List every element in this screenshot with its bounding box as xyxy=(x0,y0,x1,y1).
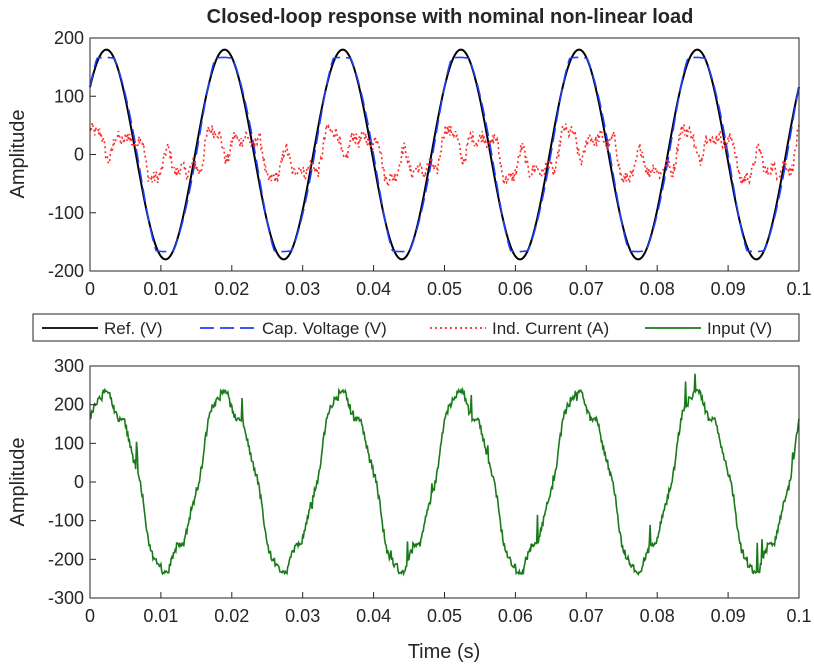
x-tick-label: 0.07 xyxy=(569,606,604,626)
x-tick-label: 0.08 xyxy=(640,606,675,626)
y-tick-label: -300 xyxy=(48,588,84,608)
top-series-group xyxy=(89,48,800,261)
y-tick-label: 100 xyxy=(54,86,84,106)
x-tick-label: 0.06 xyxy=(498,279,533,299)
y-tick-label: 100 xyxy=(54,433,84,453)
bottom-axes: 0 0.01 0.02 0.03 0.04 0.05 0.06 0.07 0.08 0.09 0.1… xyxy=(7,356,812,663)
x-tick-label: 0.09 xyxy=(711,279,746,299)
top-axes: 0 0.01 0.02 0.03 0.04 0.05 0.06 0.07 0.08 0.09 0.1… xyxy=(7,28,812,299)
x-tick-label: 0.04 xyxy=(356,606,391,626)
x-tick-label: 0.05 xyxy=(427,279,462,299)
legend-box xyxy=(32,313,800,342)
x-tick-label: 0 xyxy=(85,279,95,299)
bottom-plot-area xyxy=(90,366,799,598)
x-tick-label: 0.04 xyxy=(356,279,391,299)
y-tick-label: 0 xyxy=(74,472,84,492)
bottom-y-axis-label: Amplitude xyxy=(7,438,29,527)
legend-label: Ind. Current (A) xyxy=(492,319,609,338)
y-tick-label: 300 xyxy=(54,356,84,376)
legend-items: Ref. (V) Cap. Voltage (V) Ind. Current (A)… xyxy=(42,319,772,338)
x-tick-label: 0.02 xyxy=(214,279,249,299)
legend-label: Ref. (V) xyxy=(104,319,163,338)
x-tick-label: 0 xyxy=(85,606,95,626)
bottom-x-axis-label: Time (s) xyxy=(408,641,481,663)
bottom-series-group xyxy=(89,373,800,577)
legend-label: Cap. Voltage (V) xyxy=(262,319,387,338)
x-tick-label: 0.08 xyxy=(640,279,675,299)
x-tick-label: 0.03 xyxy=(285,606,320,626)
x-tick-label: 0.07 xyxy=(569,279,604,299)
top-plot-area xyxy=(90,38,799,271)
top-y-axis-label: Amplitude xyxy=(7,110,29,199)
x-tick-label: 0.03 xyxy=(285,279,320,299)
legend-label: Input (V) xyxy=(707,319,772,338)
x-tick-label: 0.1 xyxy=(786,279,811,299)
y-tick-label: -100 xyxy=(48,511,84,531)
x-tick-label: 0.01 xyxy=(143,606,178,626)
x-tick-label: 0.06 xyxy=(498,606,533,626)
x-tick-label: 0.05 xyxy=(427,606,462,626)
y-tick-label: -200 xyxy=(48,549,84,569)
y-tick-label: 0 xyxy=(74,145,84,165)
figure-title: Closed-loop response with nominal non-li… xyxy=(207,6,694,28)
y-tick-label: -100 xyxy=(48,203,84,223)
y-tick-label: 200 xyxy=(54,395,84,415)
series-line-input-v xyxy=(89,373,800,577)
legend: Ref. (V) Cap. Voltage (V) Ind. Current (A)… xyxy=(32,313,800,342)
x-tick-label: 0.01 xyxy=(143,279,178,299)
x-tick-label: 0.09 xyxy=(711,606,746,626)
bottom-ticks: 0 0.01 0.02 0.03 0.04 0.05 0.06 0.07 0.08 0.09 0.1… xyxy=(48,356,812,626)
top-ticks: 0 0.01 0.02 0.03 0.04 0.05 0.06 0.07 0.08 0.09 0.1… xyxy=(48,28,812,299)
y-tick-label: -200 xyxy=(48,261,84,281)
series-line-cap-voltage-v xyxy=(89,56,800,253)
y-tick-label: 200 xyxy=(54,28,84,48)
x-tick-label: 0.1 xyxy=(786,606,811,626)
x-tick-label: 0.02 xyxy=(214,606,249,626)
